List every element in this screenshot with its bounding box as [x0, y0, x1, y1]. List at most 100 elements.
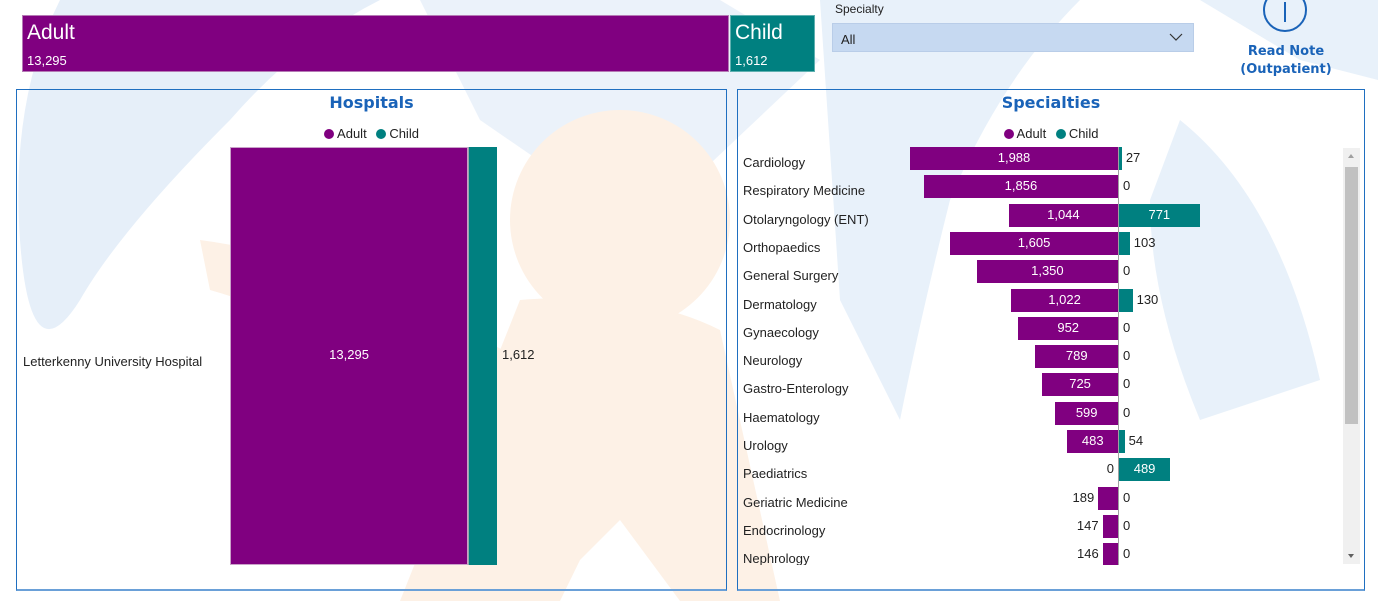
specialty-category-label: Gastro-Enterology [743, 381, 849, 397]
specialty-bar-child-label: 130 [1136, 291, 1159, 307]
specialty-bar-adult[interactable] [1102, 514, 1118, 538]
hospital-category-label: Letterkenny University Hospital [23, 354, 203, 369]
specialties-chart-title: Specialties [1001, 93, 1101, 112]
read-note-button[interactable]: Read Note (Outpatient) [1240, 0, 1332, 80]
kpi-adult-card[interactable]: Adult 13,295 [22, 15, 729, 72]
specialty-dropdown[interactable]: All [832, 23, 1194, 52]
specialty-slicer-label: Specialty [835, 2, 884, 16]
legend-label-child: Child [389, 126, 419, 141]
specialty-row[interactable]: Nephrology 146 0 [738, 543, 1338, 565]
specialty-bar-adult[interactable] [1055, 401, 1118, 425]
specialty-bar-child-label: 103 [1133, 234, 1156, 250]
legend-item-adult[interactable]: Adult [324, 126, 367, 141]
specialty-bar-child[interactable] [1119, 147, 1122, 170]
kpi-child-card[interactable]: Child 1,612 [730, 15, 815, 72]
specialty-row[interactable]: Cardiology 1,988 27 [738, 147, 1338, 171]
specialties-scrollbar[interactable] [1343, 148, 1360, 564]
legend-dot-child [1055, 128, 1066, 139]
specialty-bar-adult[interactable] [950, 231, 1118, 255]
specialty-category-label: Geriatric Medicine [743, 494, 848, 510]
specialty-row[interactable]: Haematology 599 0 [738, 401, 1338, 426]
specialty-row[interactable]: Paediatrics 0 489 [738, 458, 1338, 482]
specialty-bar-adult[interactable] [1102, 543, 1118, 565]
read-note-label: Read Note (Outpatient) [1240, 43, 1332, 79]
read-note-line1: Read Note [1247, 44, 1325, 59]
specialty-category-label: Respiratory Medicine [743, 183, 866, 199]
legend-item-child[interactable]: Child [376, 126, 419, 141]
legend-item-adult[interactable]: Adult [1003, 126, 1046, 141]
specialty-row[interactable]: Respiratory Medicine 1,856 0 [738, 175, 1338, 199]
specialty-bar-child-label: 27 [1125, 150, 1141, 165]
read-note-line2: (Outpatient) [1240, 62, 1332, 77]
legend-dot-adult [1003, 128, 1014, 139]
specialty-bar-child[interactable] [1119, 203, 1200, 227]
specialty-bar-child[interactable] [1119, 430, 1125, 453]
kpi-adult-value: 13,295 [27, 53, 67, 68]
hospital-bar-child[interactable] [468, 147, 497, 565]
specialty-bar-adult-label: 146 [1077, 546, 1099, 562]
specialty-bar-adult[interactable] [1067, 430, 1118, 453]
specialty-row[interactable]: Endocrinology 147 0 [738, 514, 1338, 539]
hospitals-chart-panel: Hospitals Adult Child Letterkenny Univer… [16, 89, 727, 591]
specialty-category-label: Haematology [743, 409, 820, 425]
specialty-row[interactable]: Neurology 789 0 [738, 345, 1338, 369]
specialty-bar-adult[interactable] [1011, 288, 1118, 312]
specialty-row[interactable]: Otolaryngology (ENT) 1,044 771 [738, 203, 1338, 228]
specialty-bar-adult[interactable] [910, 147, 1118, 170]
specialty-row[interactable]: Dermatology 1,022 130 [738, 288, 1338, 313]
specialty-bar-adult[interactable] [1098, 486, 1118, 510]
specialty-bar-adult-label: 1,988 [997, 150, 1031, 165]
specialty-bar-adult-label: 0 [1106, 461, 1114, 477]
specialty-bar-child-label: 0 [1123, 517, 1131, 533]
specialty-category-label: Endocrinology [743, 522, 826, 538]
specialty-bar-adult[interactable] [923, 175, 1118, 199]
specialty-category-label: Neurology [743, 353, 803, 369]
specialty-bar-adult-label: 1,044 [1047, 206, 1080, 222]
kpi-child-value: 1,612 [735, 53, 768, 68]
specialty-bar-child[interactable] [1119, 288, 1133, 312]
hospital-bar-adult[interactable] [230, 147, 469, 565]
specialty-bar-adult-label: 147 [1076, 517, 1099, 533]
specialty-row[interactable]: Geriatric Medicine 189 0 [738, 486, 1338, 511]
specialty-category-label: Cardiology [743, 155, 806, 170]
specialty-category-label: General Surgery [743, 268, 839, 284]
specialty-row[interactable]: General Surgery 1,350 0 [738, 260, 1338, 284]
info-icon [1263, 0, 1307, 32]
specialty-row[interactable]: Gynaecology 952 0 [738, 316, 1338, 341]
legend-item-child[interactable]: Child [1055, 126, 1098, 141]
scrollbar-thumb[interactable] [1345, 167, 1358, 424]
specialty-bar-adult[interactable] [976, 260, 1118, 284]
legend-label-adult: Adult [337, 126, 367, 141]
specialty-bar-child-label: 0 [1123, 404, 1131, 420]
specialty-bar-child-label: 489 [1133, 461, 1156, 477]
specialty-row[interactable]: Urology 483 54 [738, 430, 1338, 454]
kpi-child-label: Child [735, 21, 783, 44]
specialty-bar-child-label: 0 [1123, 178, 1131, 194]
hospital-bar-adult-label: 13,295 [329, 347, 369, 362]
specialty-bar-child-label: 0 [1123, 263, 1131, 279]
scroll-down-icon[interactable] [1348, 554, 1354, 558]
specialty-category-label: Paediatrics [743, 466, 808, 482]
specialty-bar-child[interactable] [1119, 231, 1130, 255]
specialties-legend: Adult Child [738, 126, 1364, 142]
specialty-bar-adult-label: 952 [1057, 319, 1080, 335]
specialty-bar-adult[interactable] [1008, 203, 1118, 227]
specialty-bar-adult-label: 1,350 [1031, 263, 1064, 279]
specialties-chart-panel: Specialties Adult Child Cardiology 1,988 2… [737, 89, 1365, 591]
specialty-category-label: Urology [743, 438, 788, 453]
specialty-bar-child[interactable] [1119, 458, 1171, 482]
specialty-row[interactable]: Orthopaedics 1,605 103 [738, 231, 1338, 256]
specialty-bar-adult[interactable] [1018, 316, 1118, 340]
specialty-bar-adult[interactable] [1035, 345, 1118, 369]
specialty-bar-adult-label: 189 [1072, 489, 1095, 505]
hospitals-legend: Adult Child [17, 126, 726, 142]
specialty-category-label: Gynaecology [743, 324, 819, 340]
specialty-category-label: Nephrology [743, 551, 810, 565]
scroll-up-icon[interactable] [1348, 154, 1354, 158]
specialty-bar-adult[interactable] [1042, 373, 1118, 397]
specialty-bar-adult-label: 789 [1065, 348, 1088, 364]
specialty-bar-adult-label: 1,605 [1017, 234, 1051, 250]
specialty-row[interactable]: Gastro-Enterology 725 0 [738, 373, 1338, 397]
specialty-bar-adult-label: 1,022 [1048, 291, 1081, 307]
specialty-bar-child-label: 0 [1123, 489, 1131, 505]
